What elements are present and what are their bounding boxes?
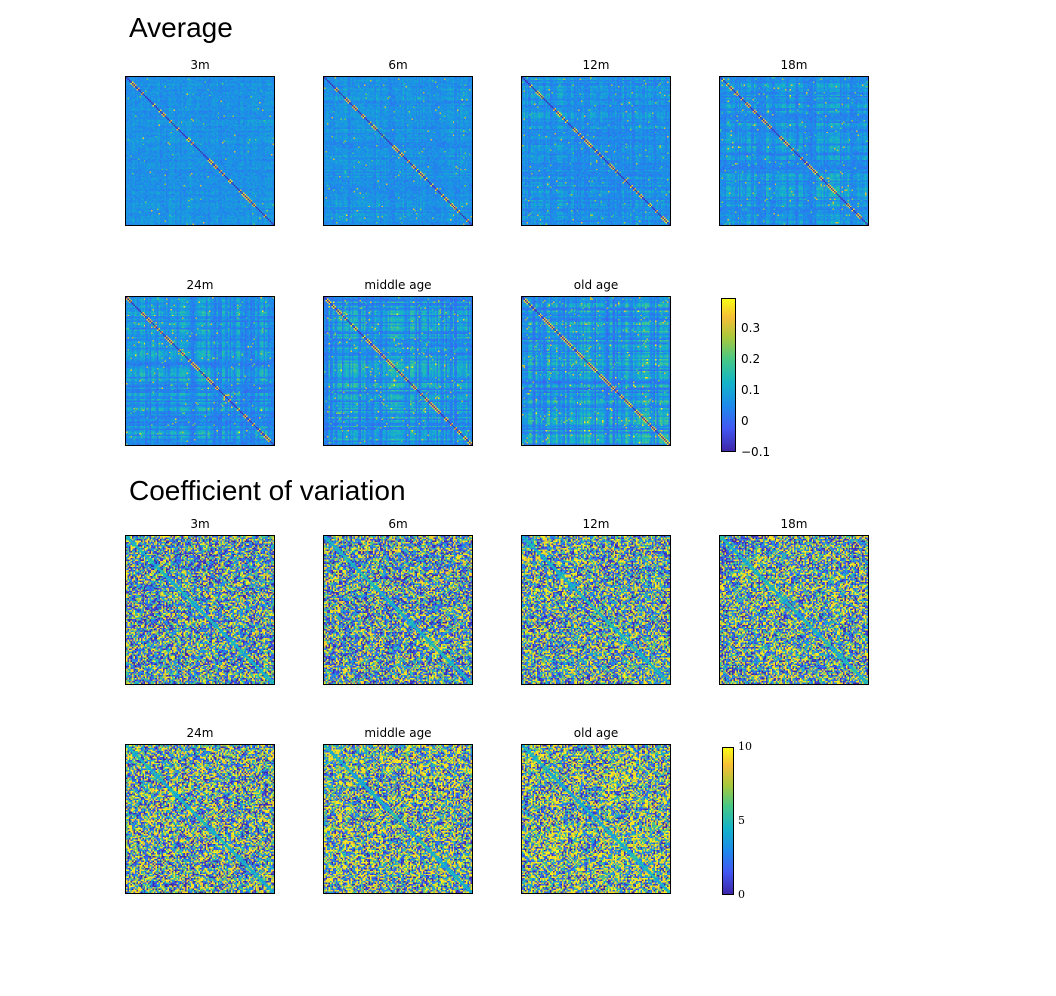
heatmap-canvas bbox=[323, 535, 473, 685]
panel-title: old age bbox=[573, 278, 619, 292]
heatmap-panel: old age bbox=[521, 726, 671, 894]
heatmap-panel: 3m bbox=[125, 517, 275, 685]
colorbar-average bbox=[721, 298, 736, 452]
heatmap-panel: 24m bbox=[125, 726, 275, 894]
heatmap-canvas bbox=[323, 296, 473, 446]
section-title-cv: Coefficient of variation bbox=[129, 475, 406, 506]
panel-title: 12m bbox=[582, 517, 610, 531]
panel-title: 3m bbox=[190, 58, 210, 72]
heatmap-canvas bbox=[521, 296, 671, 446]
colorbar-tick: 0 bbox=[741, 414, 749, 428]
heatmap-canvas bbox=[323, 76, 473, 226]
panel-title: 6m bbox=[388, 58, 408, 72]
section-title-average: Average bbox=[129, 12, 233, 43]
heatmap-panel: 18m bbox=[719, 517, 869, 685]
heatmap-canvas bbox=[719, 76, 869, 226]
heatmap-panel: 24m bbox=[125, 278, 275, 446]
panel-title: 24m bbox=[186, 726, 214, 740]
panel-title: old age bbox=[573, 726, 619, 740]
panel-title: middle age bbox=[364, 726, 432, 740]
heatmap-panel: 12m bbox=[521, 58, 671, 226]
heatmap-canvas bbox=[125, 76, 275, 226]
panel-title: 24m bbox=[186, 278, 214, 292]
heatmap-canvas bbox=[521, 76, 671, 226]
heatmap-panel: 18m bbox=[719, 58, 869, 226]
heatmap-canvas bbox=[323, 744, 473, 894]
heatmap-panel: 3m bbox=[125, 58, 275, 226]
colorbar-tick: 0 bbox=[738, 888, 745, 901]
heatmap-panel: 6m bbox=[323, 517, 473, 685]
heatmap-panel: 12m bbox=[521, 517, 671, 685]
panel-title: middle age bbox=[364, 278, 432, 292]
heatmap-canvas bbox=[125, 535, 275, 685]
heatmap-canvas bbox=[719, 535, 869, 685]
colorbar-tick: 0.1 bbox=[741, 383, 761, 397]
heatmap-panel: 6m bbox=[323, 58, 473, 226]
heatmap-canvas bbox=[125, 744, 275, 894]
panel-title: 12m bbox=[582, 58, 610, 72]
panel-title: 18m bbox=[780, 58, 808, 72]
colorbar-tick: 0.3 bbox=[741, 321, 761, 335]
heatmap-panel: middle age bbox=[323, 278, 473, 446]
colorbar-cv bbox=[722, 747, 734, 895]
heatmap-panel: middle age bbox=[323, 726, 473, 894]
panel-title: 3m bbox=[190, 517, 210, 531]
heatmap-panel: old age bbox=[521, 278, 671, 446]
heatmap-canvas bbox=[521, 744, 671, 894]
panel-title: 6m bbox=[388, 517, 408, 531]
panel-title: 18m bbox=[780, 517, 808, 531]
heatmap-canvas bbox=[521, 535, 671, 685]
colorbar-tick: 0.2 bbox=[741, 352, 761, 366]
colorbar-tick: −0.1 bbox=[741, 445, 771, 459]
colorbar-tick: 5 bbox=[738, 814, 745, 827]
heatmap-canvas bbox=[125, 296, 275, 446]
colorbar-tick: 10 bbox=[738, 740, 752, 753]
